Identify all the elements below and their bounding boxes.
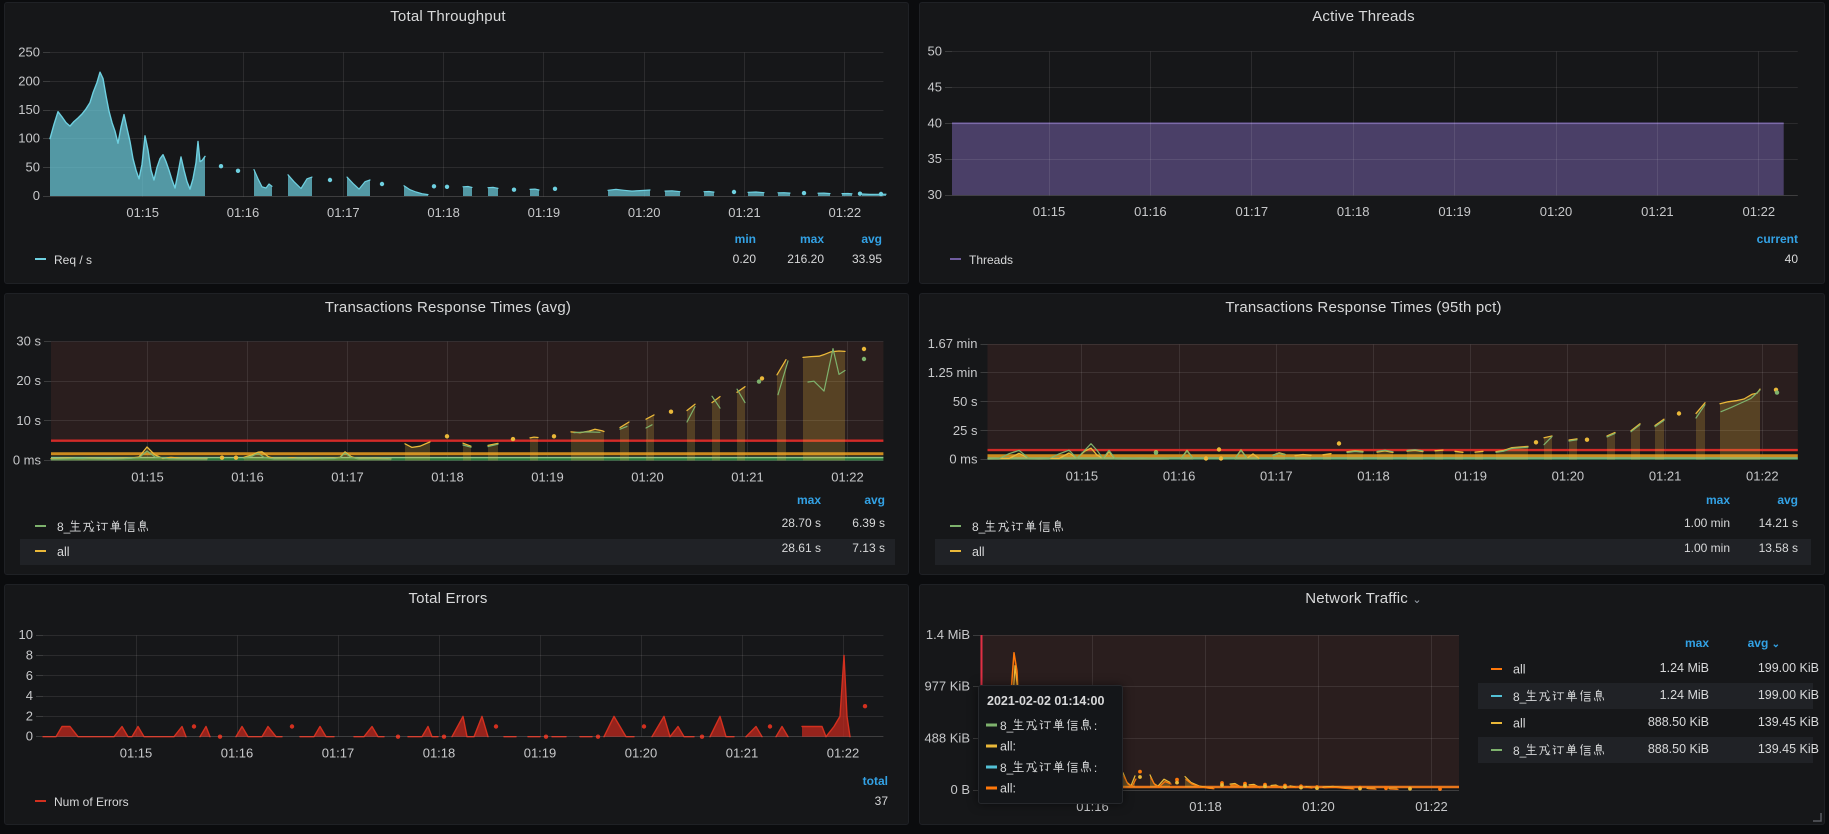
svg-text:200: 200	[18, 73, 40, 88]
svg-text:01:19: 01:19	[524, 746, 557, 761]
svg-text:01:16: 01:16	[1134, 204, 1167, 219]
svg-text:0 B: 0 B	[950, 782, 970, 797]
svg-text:150: 150	[18, 102, 40, 117]
svg-text:01:20: 01:20	[625, 746, 658, 761]
svg-text:all: all	[1513, 663, 1526, 677]
svg-text:01:22: 01:22	[829, 205, 862, 220]
svg-text:01:22: 01:22	[1415, 799, 1448, 814]
svg-text:01:15: 01:15	[120, 746, 153, 761]
svg-text:01:20: 01:20	[1552, 469, 1585, 484]
svg-text::: :	[1094, 761, 1097, 775]
svg-text:01:18: 01:18	[1337, 204, 1370, 219]
svg-text:01:21: 01:21	[1641, 204, 1674, 219]
svg-text:all: all	[972, 545, 985, 559]
svg-text:0: 0	[33, 188, 40, 203]
svg-text:01:17: 01:17	[331, 470, 364, 485]
svg-text:all: all	[57, 545, 70, 559]
svg-text:8_: 8_	[1000, 761, 1014, 775]
svg-text:50 s: 50 s	[953, 394, 978, 409]
svg-text:01:15: 01:15	[1033, 204, 1066, 219]
svg-text:01:19: 01:19	[528, 205, 561, 220]
svg-text:8_: 8_	[1513, 744, 1527, 758]
svg-text:all: all	[1513, 717, 1526, 731]
svg-text:2: 2	[26, 708, 33, 723]
svg-text:01:22: 01:22	[827, 746, 860, 761]
svg-text:01:17: 01:17	[1260, 469, 1293, 484]
svg-text:250: 250	[18, 45, 40, 60]
svg-text:0: 0	[26, 729, 33, 744]
svg-text:all:: all:	[1000, 740, 1016, 754]
svg-text:10 s: 10 s	[16, 413, 41, 428]
svg-text:6: 6	[26, 668, 33, 683]
svg-text:50: 50	[928, 44, 942, 59]
svg-text:30 s: 30 s	[16, 334, 41, 349]
svg-text:01:16: 01:16	[221, 746, 254, 761]
svg-text:01:16: 01:16	[1163, 469, 1196, 484]
svg-text:01:17: 01:17	[327, 205, 360, 220]
svg-text:45: 45	[928, 79, 942, 94]
svg-text:8: 8	[26, 648, 33, 663]
svg-text:01:22: 01:22	[1743, 204, 1776, 219]
svg-text:01:19: 01:19	[1438, 204, 1471, 219]
svg-text:1.25 min: 1.25 min	[928, 365, 978, 380]
svg-text:01:15: 01:15	[126, 205, 159, 220]
svg-text:8_: 8_	[1513, 690, 1527, 704]
svg-text:01:20: 01:20	[1302, 799, 1335, 814]
svg-text:8_: 8_	[1000, 719, 1014, 733]
svg-text:1.67 min: 1.67 min	[928, 336, 978, 351]
svg-text:100: 100	[18, 131, 40, 146]
svg-text:0 ms: 0 ms	[949, 452, 978, 467]
svg-text::: :	[1094, 719, 1097, 733]
svg-text:4: 4	[26, 688, 33, 703]
svg-text:01:16: 01:16	[227, 205, 260, 220]
svg-text:01:21: 01:21	[731, 470, 764, 485]
svg-text:01:21: 01:21	[726, 746, 759, 761]
svg-text:50: 50	[26, 159, 40, 174]
svg-text:488 KiB: 488 KiB	[924, 730, 970, 745]
svg-text:8_: 8_	[972, 520, 986, 534]
svg-text:01:22: 01:22	[1746, 469, 1779, 484]
svg-text:0 ms: 0 ms	[13, 453, 42, 468]
svg-text:01:21: 01:21	[728, 205, 761, 220]
svg-text:all:: all:	[1000, 782, 1016, 796]
svg-text:01:18: 01:18	[1189, 799, 1222, 814]
svg-text:01:22: 01:22	[831, 470, 864, 485]
svg-text:20 s: 20 s	[16, 373, 41, 388]
svg-text:40: 40	[928, 115, 942, 130]
svg-text:01:20: 01:20	[631, 470, 664, 485]
svg-text:25 s: 25 s	[953, 423, 978, 438]
svg-text:977 KiB: 977 KiB	[924, 679, 970, 694]
svg-text:01:17: 01:17	[322, 746, 355, 761]
svg-text:10: 10	[19, 627, 33, 642]
svg-text:01:18: 01:18	[431, 470, 464, 485]
svg-text:8_: 8_	[57, 520, 71, 534]
svg-text:01:18: 01:18	[423, 746, 456, 761]
svg-text:01:15: 01:15	[1066, 469, 1099, 484]
svg-text:01:16: 01:16	[231, 470, 264, 485]
svg-text:01:17: 01:17	[1236, 204, 1269, 219]
svg-text:1.4 MiB: 1.4 MiB	[926, 627, 970, 642]
svg-text:01:20: 01:20	[628, 205, 661, 220]
svg-text:01:15: 01:15	[131, 470, 164, 485]
svg-text:01:18: 01:18	[1357, 469, 1390, 484]
svg-text:35: 35	[928, 151, 942, 166]
svg-text:30: 30	[928, 187, 942, 202]
svg-text:01:21: 01:21	[1649, 469, 1682, 484]
svg-text:01:19: 01:19	[1454, 469, 1487, 484]
svg-text:01:20: 01:20	[1540, 204, 1573, 219]
svg-text:01:19: 01:19	[531, 470, 564, 485]
svg-text:01:18: 01:18	[427, 205, 460, 220]
